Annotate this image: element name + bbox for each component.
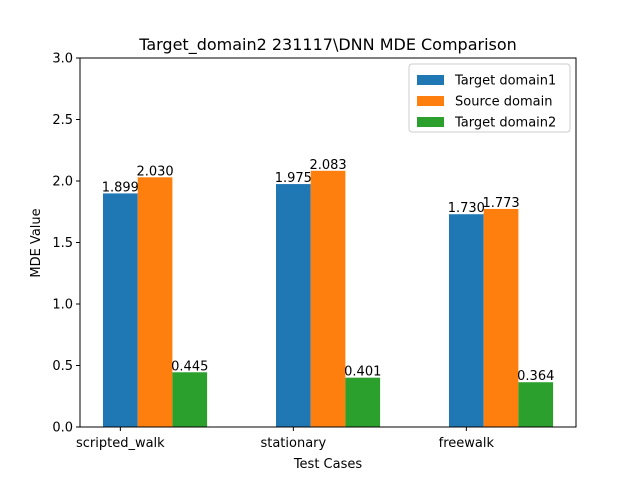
bar-stationary-source-domain (310, 170, 346, 427)
y-tick-label: 0.0 (52, 421, 73, 436)
bar-scripted_walk-target-domain1 (103, 193, 138, 427)
bar-value-label: 2.030 (136, 164, 173, 179)
bar-value-label: 1.899 (102, 180, 139, 195)
bar-scripted_walk-source-domain (137, 177, 173, 427)
y-tick-label: 1.0 (52, 298, 73, 313)
y-tick-label: 3.0 (52, 52, 73, 67)
legend-box (408, 63, 571, 133)
legend-label: Target domain1 (454, 74, 556, 89)
bar-freewalk-target-domain2 (518, 382, 554, 427)
y-tick-label: 2.0 (52, 175, 73, 190)
bar-value-label: 1.773 (482, 196, 519, 211)
legend-swatch-target-domain1 (417, 75, 444, 85)
bar-value-label: 1.975 (275, 171, 312, 186)
x-tick-label: freewalk (439, 436, 495, 451)
x-tick-label: stationary (260, 436, 326, 451)
y-tick-label: 2.5 (52, 113, 73, 128)
bar-scripted_walk-target-domain2 (172, 372, 208, 427)
bar-value-label: 2.083 (309, 158, 346, 173)
x-tick-label: scripted_walk (76, 436, 165, 451)
legend-label: Target domain2 (454, 116, 556, 131)
bar-freewalk-source-domain (483, 208, 519, 427)
bar-stationary-target-domain1 (276, 184, 311, 427)
bar-stationary-target-domain2 (345, 377, 381, 427)
legend-swatch-source-domain (417, 96, 444, 106)
bar-value-label: 0.445 (171, 359, 208, 374)
plot-area: 1.899 1.975 1.730 2.030 2.083 1.773 0.445 0.401… (52, 52, 577, 451)
x-axis-title: Test Cases (293, 457, 363, 472)
legend: Target domain1 Source domain Target domain… (408, 63, 571, 133)
y-tick-label: 0.5 (52, 359, 73, 374)
bar-value-label: 0.364 (517, 369, 554, 384)
y-axis-title: MDE Value (29, 208, 44, 277)
legend-label: Source domain (455, 95, 552, 110)
bar-freewalk-target-domain1 (449, 214, 484, 427)
bar-value-label: 0.401 (344, 365, 381, 380)
bar-value-label: 1.730 (448, 201, 485, 216)
chart-title: Target_domain2 231117\DNN MDE Comparison (138, 35, 517, 55)
legend-swatch-target-domain2 (417, 117, 444, 127)
y-tick-label: 1.5 (52, 236, 73, 251)
